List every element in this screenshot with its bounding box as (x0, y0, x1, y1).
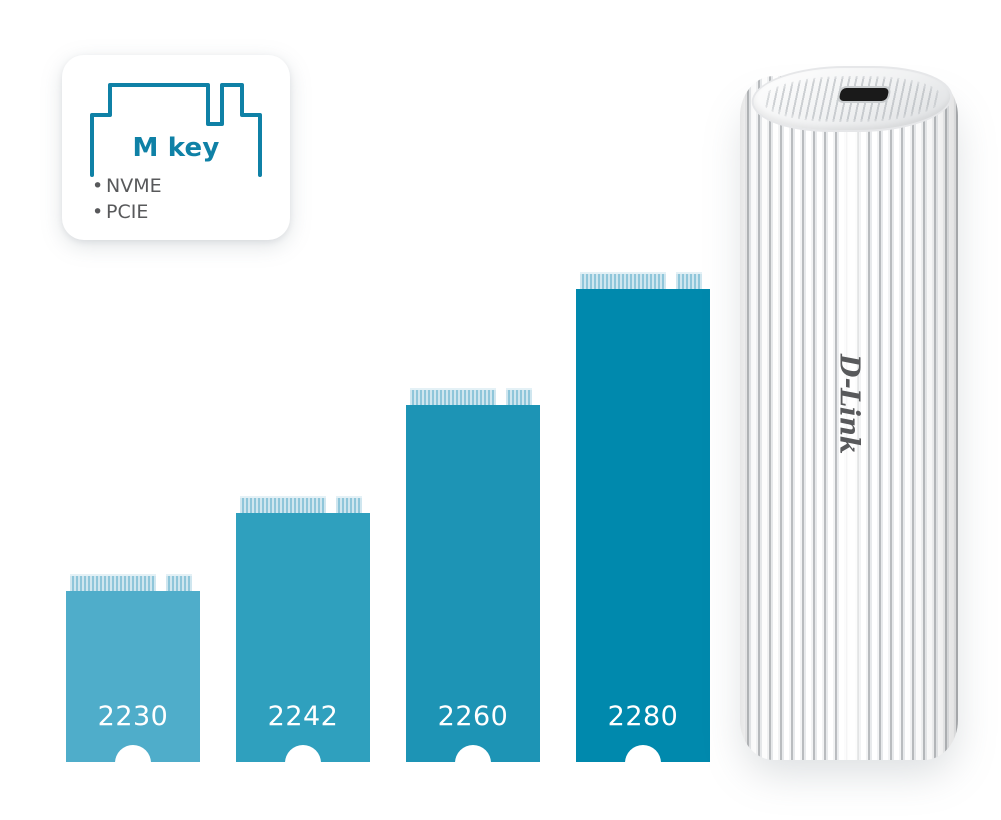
m-key-gap (666, 274, 676, 289)
ssd-size-label: 2242 (267, 701, 339, 732)
mounting-notch (285, 745, 321, 762)
m-key-gap (496, 390, 506, 405)
list-item: • PCIE (92, 199, 262, 225)
ssd-bar-2260: 2260 (406, 388, 540, 762)
m-key-notch-outline (90, 83, 262, 177)
ssd-bar-2280: 2280 (576, 272, 710, 762)
mounting-notch (115, 745, 151, 762)
feature-label: NVME (106, 175, 162, 197)
dlink-logo: D-Link (833, 354, 865, 455)
mounting-notch (625, 745, 661, 762)
ssd-body: 2260 (406, 405, 540, 762)
m-key-gap (156, 576, 166, 591)
ssd-size-label: 2230 (97, 701, 169, 732)
enclosure-finned-body: D-Link (740, 76, 958, 760)
pin-group-wide (240, 496, 326, 513)
pin-group-wide (580, 272, 666, 289)
usb-c-port-icon (836, 86, 892, 103)
ssd-body: 2242 (236, 513, 370, 762)
ssd-bar-2242: 2242 (236, 496, 370, 762)
ssd-body: 2280 (576, 289, 710, 762)
pin-group-narrow (166, 574, 192, 591)
ssd-body: 2230 (66, 591, 200, 762)
m-key-feature-list: • NVME • PCIE (92, 173, 262, 225)
pin-group-narrow (336, 496, 362, 513)
connector-pins (66, 574, 200, 591)
enclosure-highlight (836, 76, 866, 760)
dlink-enclosure: D-Link (726, 58, 976, 764)
ssd-size-label: 2280 (607, 701, 679, 732)
bullet-icon: • (92, 175, 104, 197)
ssd-bar-2230: 2230 (66, 574, 200, 762)
pin-group-wide (410, 388, 496, 405)
list-item: • NVME (92, 173, 262, 199)
feature-label: PCIE (106, 201, 149, 224)
m-key-badge-card: M key • NVME • PCIE (62, 55, 290, 240)
m-key-gap (326, 498, 336, 513)
m-key-connector-graphic: M key (86, 77, 266, 177)
mounting-notch (455, 745, 491, 762)
pin-group-narrow (506, 388, 532, 405)
pin-group-narrow (676, 272, 702, 289)
connector-pins (236, 496, 370, 513)
bullet-icon: • (92, 201, 104, 224)
pin-group-wide (70, 574, 156, 591)
m-key-title: M key (132, 133, 220, 163)
connector-pins (406, 388, 540, 405)
ssd-size-label: 2260 (437, 701, 509, 732)
connector-pins (576, 272, 710, 289)
